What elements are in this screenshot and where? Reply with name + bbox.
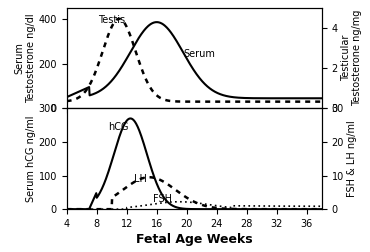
Text: Serum: Serum (183, 49, 215, 59)
Y-axis label: Testicular
Testosterone ng/mg: Testicular Testosterone ng/mg (341, 10, 362, 106)
Text: FSH: FSH (153, 195, 172, 204)
Text: hCG: hCG (108, 122, 128, 132)
Text: Testis: Testis (98, 15, 125, 25)
Y-axis label: FSH & LH ng/ml: FSH & LH ng/ml (347, 120, 357, 197)
Text: LH: LH (134, 174, 147, 184)
X-axis label: Fetal Age Weeks: Fetal Age Weeks (136, 233, 253, 246)
Y-axis label: Serum hCG ng/ml: Serum hCG ng/ml (26, 115, 36, 202)
Y-axis label: Serum
Testosterone ng/dl: Serum Testosterone ng/dl (14, 13, 36, 103)
